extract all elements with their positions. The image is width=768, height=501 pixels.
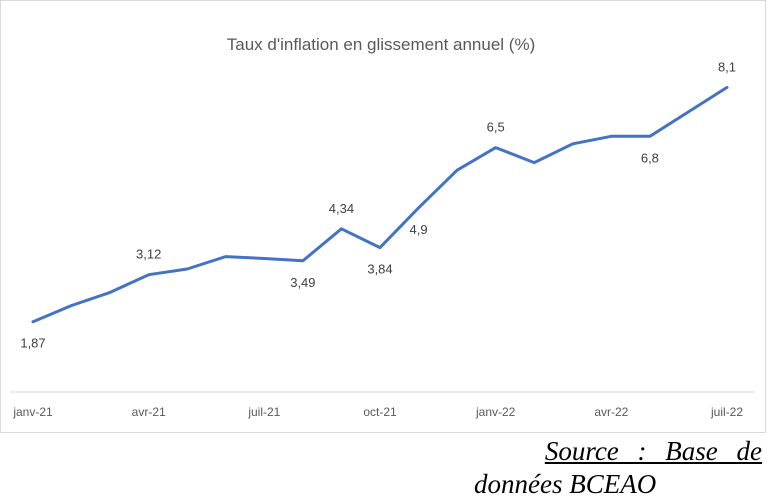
series-layer [31, 85, 729, 324]
data-label: 3,49 [290, 275, 315, 290]
x-tick-label: janv-22 [475, 405, 516, 419]
data-label: 4,9 [410, 222, 428, 237]
data-label: 8,1 [718, 59, 736, 74]
x-tick-label: juil-21 [247, 405, 280, 419]
x-tick-label: juil-22 [710, 405, 743, 419]
source-line2: données BCEAO [474, 469, 657, 499]
x-tick-labels: janv-21 avr-21 juil-21 oct-21 janv-22 avr-22 j… [12, 405, 743, 419]
data-label: 3,84 [367, 262, 392, 277]
data-label: 1,87 [20, 336, 45, 351]
x-tick-label: avr-22 [594, 405, 628, 419]
x-tick-label: avr-21 [132, 405, 166, 419]
x-tick-label: oct-21 [363, 405, 397, 419]
x-tick-label: janv-21 [12, 405, 53, 419]
data-label: 3,12 [136, 247, 161, 262]
series-line [31, 85, 729, 324]
data-label: 4,34 [329, 201, 354, 216]
inflation-line-chart: Taux d'inflation en glissement annuel (%… [10, 35, 755, 419]
chart-frame [0, 0, 766, 433]
chart-title: Taux d'inflation en glissement annuel (%… [227, 35, 535, 54]
data-label: 6,5 [487, 120, 505, 135]
source-line1: Source : Base de [544, 436, 762, 466]
data-label: 6,8 [641, 150, 659, 165]
data-labels: 1,87 3,12 3,49 4,34 3,84 4,9 6,5 6,8 8,1 [20, 59, 736, 350]
